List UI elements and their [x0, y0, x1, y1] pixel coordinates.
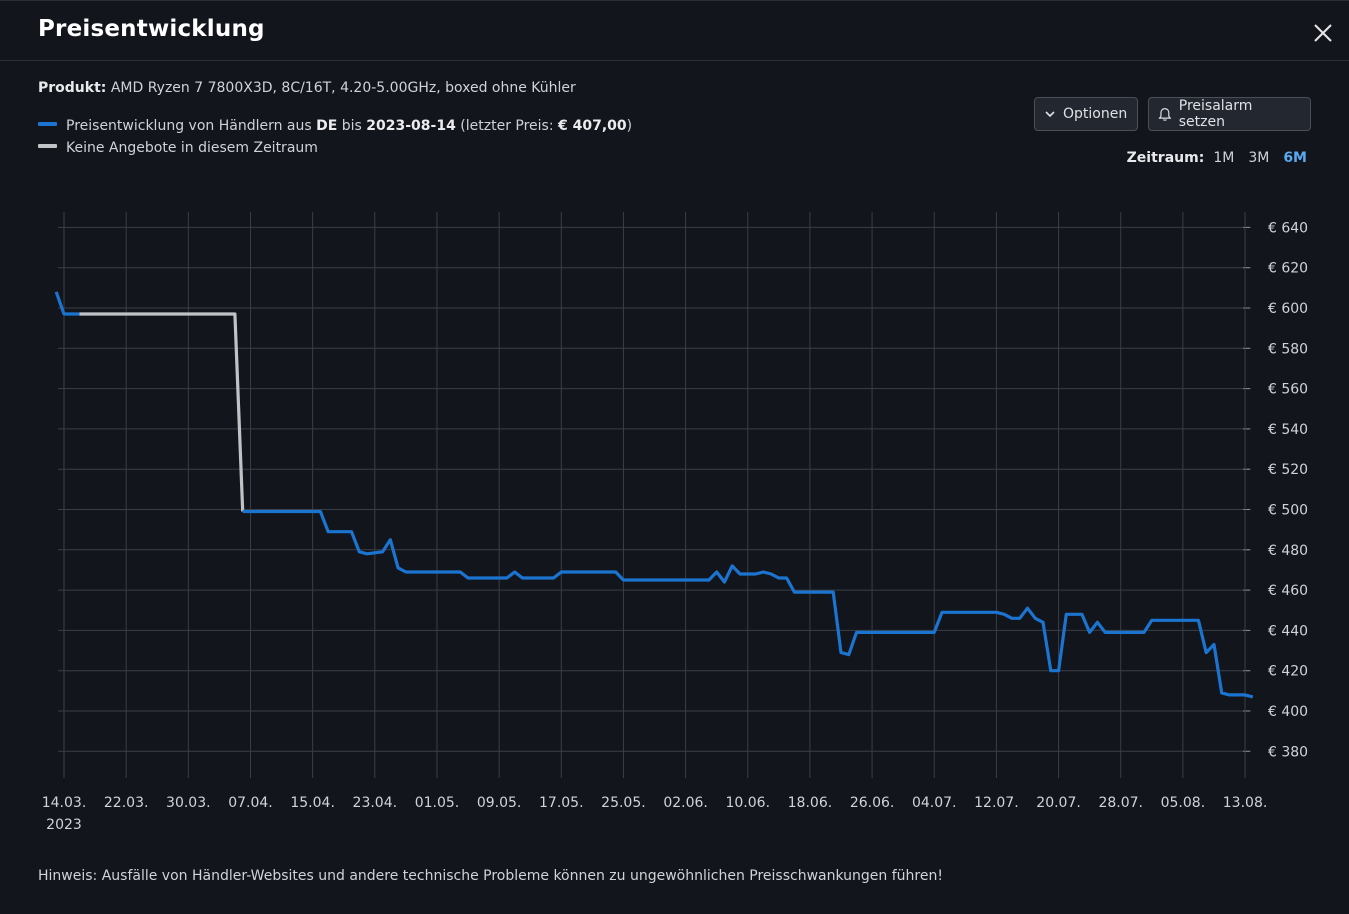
- x-tick-label: 07.04.: [228, 795, 273, 811]
- timerange-6m[interactable]: 6M: [1283, 150, 1307, 166]
- product-label: Produkt:: [38, 80, 107, 96]
- x-tick-label: 15.04.: [290, 795, 335, 811]
- close-button[interactable]: [1310, 20, 1336, 46]
- x-tick-label: 09.05.: [477, 795, 522, 811]
- price-alarm-button[interactable]: Preisalarm setzen: [1148, 97, 1311, 131]
- x-tick-label: 12.07.: [974, 795, 1019, 811]
- legend-no-offers-label: Keine Angebote in diesem Zeitraum: [66, 140, 318, 156]
- legend-price: Preisentwicklung von Händlern aus DE bis…: [38, 118, 632, 134]
- y-tick-label: € 460: [1268, 583, 1308, 599]
- bell-icon: [1158, 107, 1172, 121]
- timerange-label: Zeitraum:: [1126, 150, 1205, 166]
- y-tick-label: € 500: [1268, 503, 1308, 519]
- options-button-label: Optionen: [1063, 106, 1128, 122]
- product-info: Produkt: AMD Ryzen 7 7800X3D, 8C/16T, 4.…: [38, 80, 576, 96]
- timerange-1m[interactable]: 1M: [1213, 150, 1235, 166]
- product-name: AMD Ryzen 7 7800X3D, 8C/16T, 4.20-5.00GH…: [110, 80, 576, 96]
- chevron-down-icon: [1045, 111, 1055, 118]
- price-series-line: [242, 509, 1254, 699]
- x-year-label: 2023: [46, 817, 82, 833]
- x-tick-label: 04.07.: [912, 795, 957, 811]
- price-series-line: [54, 291, 80, 316]
- legend-last-prefix: (letzter Preis:: [455, 118, 559, 134]
- no-offers-series-line: [79, 312, 245, 512]
- options-button[interactable]: Optionen: [1034, 97, 1138, 131]
- legend-price-swatch: [38, 122, 57, 126]
- legend-country: DE: [316, 118, 338, 134]
- legend-price-prefix: Preisentwicklung von Händlern aus: [66, 118, 317, 134]
- dialog-title: Preisentwicklung: [38, 16, 265, 42]
- price-alarm-button-label: Preisalarm setzen: [1178, 98, 1253, 130]
- x-tick-label: 20.07.: [1036, 795, 1081, 811]
- y-tick-label: € 380: [1268, 744, 1308, 760]
- y-tick-label: € 600: [1268, 301, 1308, 317]
- dialog-header: Preisentwicklung: [0, 0, 1349, 61]
- y-tick-label: € 420: [1268, 664, 1308, 680]
- x-tick-label: 01.05.: [415, 795, 460, 811]
- timerange-selector: Zeitraum: 1M 3M 6M: [1127, 150, 1307, 166]
- y-tick-label: € 400: [1268, 704, 1308, 720]
- x-tick-label: 13.08.: [1223, 795, 1268, 811]
- y-tick-label: € 560: [1268, 382, 1308, 398]
- y-tick-label: € 540: [1268, 422, 1308, 438]
- x-tick-label: 18.06.: [788, 795, 833, 811]
- x-tick-label: 02.06.: [663, 795, 708, 811]
- x-tick-label: 30.03.: [166, 795, 211, 811]
- y-tick-label: € 520: [1268, 462, 1308, 478]
- legend-no-offers: Keine Angebote in diesem Zeitraum: [38, 140, 318, 156]
- legend-no-offers-swatch: [38, 144, 57, 148]
- timerange-3m[interactable]: 3M: [1248, 150, 1270, 166]
- legend-last-price: € 407,00: [558, 118, 627, 134]
- legend-last-suffix: ): [626, 118, 633, 134]
- y-tick-label: € 580: [1268, 341, 1308, 357]
- x-tick-label: 23.04.: [353, 795, 398, 811]
- x-tick-label: 17.05.: [539, 795, 584, 811]
- x-tick-label: 28.07.: [1098, 795, 1143, 811]
- y-tick-label: € 620: [1268, 261, 1308, 277]
- x-tick-label: 22.03.: [104, 795, 149, 811]
- x-tick-label: 10.06.: [725, 795, 770, 811]
- x-tick-label: 05.08.: [1161, 795, 1206, 811]
- legend-date: 2023-08-14: [366, 118, 456, 134]
- legend-mid: bis: [337, 118, 367, 134]
- y-tick-label: € 640: [1268, 220, 1308, 236]
- top-border: [0, 0, 1349, 1]
- y-tick-label: € 440: [1268, 623, 1308, 639]
- x-tick-label: 14.03.: [42, 795, 87, 811]
- x-tick-label: 25.05.: [601, 795, 646, 811]
- close-icon[interactable]: [1310, 20, 1336, 46]
- x-tick-label: 26.06.: [850, 795, 895, 811]
- price-chart: € 380 € 400 € 420 € 440 € 460 € 480 € 500 € 520…: [42, 212, 1308, 833]
- hint-text: Hinweis: Ausfälle von Händler-Websites u…: [38, 868, 943, 884]
- y-tick-label: € 480: [1268, 543, 1308, 559]
